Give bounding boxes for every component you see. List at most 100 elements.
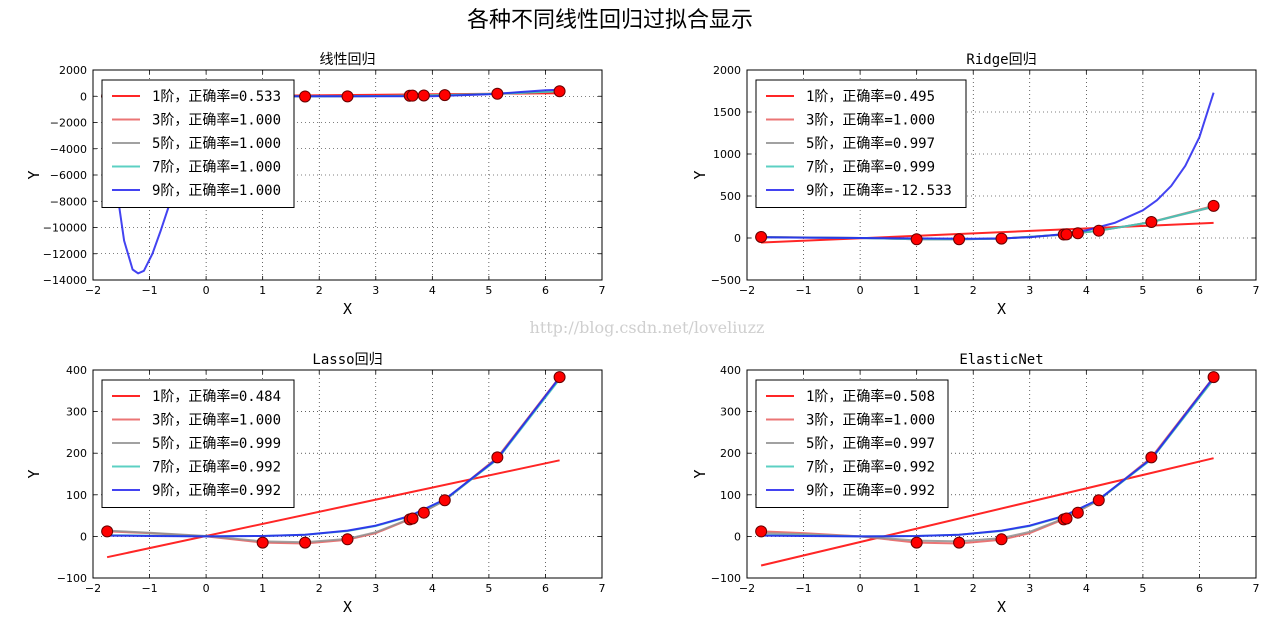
legend-entry: 1阶，正确率=0.484 xyxy=(152,388,281,405)
series-line-deg1 xyxy=(761,221,1214,244)
data-point xyxy=(553,85,566,98)
data-point xyxy=(953,233,966,246)
x-tick-label: 1 xyxy=(259,582,266,595)
figure-suptitle: 各种不同线性回归过拟合显示 xyxy=(467,8,753,33)
data-point xyxy=(438,89,451,102)
y-tick-label: −500 xyxy=(711,274,741,287)
subplot-title: 线性回归 xyxy=(320,51,376,68)
data-point xyxy=(1060,512,1073,525)
data-point xyxy=(1207,199,1220,212)
legend-entry: 9阶，正确率=1.000 xyxy=(152,182,281,199)
x-tick-label: 7 xyxy=(1253,582,1260,595)
series-line-deg9 xyxy=(761,376,1215,538)
data-point xyxy=(910,536,923,549)
data-point xyxy=(417,506,430,519)
legend-entry: 3阶，正确率=1.000 xyxy=(152,112,281,129)
x-tick-label: 7 xyxy=(1253,284,1260,297)
legend-entry: 7阶，正确率=1.000 xyxy=(152,159,281,176)
data-point xyxy=(341,90,354,103)
data-point xyxy=(341,533,354,546)
plot-frame xyxy=(92,69,603,281)
x-tick-label: 4 xyxy=(429,284,436,297)
data-point xyxy=(1071,227,1084,240)
x-tick-label: 2 xyxy=(316,284,323,297)
x-tick-label: −1 xyxy=(141,284,157,297)
data-point xyxy=(553,371,566,384)
data-point xyxy=(1145,451,1158,464)
legend-entry: 3阶，正确率=1.000 xyxy=(152,412,281,429)
y-axis-label: Y xyxy=(25,469,43,478)
subplot-2: −2 −1 0 1 2 3 4 5 6 7 −500 0 500 1000 1500 2000 Ridge回归 X… xyxy=(691,51,1260,318)
subplot-title: Ridge回归 xyxy=(966,51,1036,68)
y-tick-label: 2000 xyxy=(713,64,741,77)
x-tick-label: 4 xyxy=(429,582,436,595)
y-tick-label: 300 xyxy=(66,406,87,419)
x-tick-label: 3 xyxy=(1026,582,1033,595)
y-tick-label: −14000 xyxy=(43,274,87,287)
y-tick-label: −12000 xyxy=(43,248,87,261)
y-tick-label: 100 xyxy=(720,489,741,502)
legend-entry: 7阶，正确率=0.992 xyxy=(152,459,281,476)
x-tick-label: 6 xyxy=(1196,582,1203,595)
data-points xyxy=(755,199,1220,246)
series-line-deg1 xyxy=(106,459,560,559)
x-tick-label: −1 xyxy=(141,582,157,595)
legend-entry: 5阶，正确率=1.000 xyxy=(152,135,281,152)
y-tick-label: 200 xyxy=(720,447,741,460)
data-point xyxy=(491,451,504,464)
data-point xyxy=(101,525,114,538)
y-axis-label: Y xyxy=(25,170,43,179)
y-tick-label: 1000 xyxy=(713,148,741,161)
legend-entry: 7阶，正确率=0.992 xyxy=(806,459,935,476)
y-tick-label: 100 xyxy=(66,489,87,502)
watermark: http://blog.csdn.net/loveliuzz xyxy=(530,318,765,337)
subplot-title: Lasso回归 xyxy=(312,351,382,368)
x-tick-label: −2 xyxy=(739,284,755,297)
x-axis-label: X xyxy=(343,300,352,318)
legend: 1阶，正确率=0.533 3阶，正确率=1.000 5阶，正确率=1.000 7阶，正… xyxy=(101,79,295,208)
data-point xyxy=(1145,216,1158,229)
data-point xyxy=(299,90,312,103)
series-line-deg1 xyxy=(760,457,1214,567)
data-points xyxy=(101,371,566,549)
x-tick-label: −1 xyxy=(795,582,811,595)
x-tick-label: 6 xyxy=(1196,284,1203,297)
y-tick-label: 300 xyxy=(720,406,741,419)
legend-entry: 7阶，正确率=0.999 xyxy=(806,159,935,176)
legend: 1阶，正确率=0.484 3阶，正确率=1.000 5阶，正确率=0.999 7阶，正… xyxy=(101,379,295,508)
y-tick-label: −100 xyxy=(711,572,741,585)
x-axis-label: X xyxy=(997,598,1006,616)
x-tick-label: 2 xyxy=(970,284,977,297)
x-tick-label: 4 xyxy=(1083,582,1090,595)
x-tick-label: 1 xyxy=(913,582,920,595)
y-tick-label: 0 xyxy=(734,530,741,543)
x-tick-label: −2 xyxy=(85,582,101,595)
legend-entry: 9阶，正确率=-12.533 xyxy=(806,182,952,199)
subplot-4: −2 −1 0 1 2 3 4 5 6 7 −100 0 100 200 300 400 ElasticNet X… xyxy=(691,352,1260,616)
y-tick-label: 0 xyxy=(80,530,87,543)
x-tick-label: 5 xyxy=(1139,582,1146,595)
y-tick-label: 200 xyxy=(66,447,87,460)
x-tick-label: 3 xyxy=(1026,284,1033,297)
y-tick-label: 2000 xyxy=(59,64,87,77)
legend-entry: 9阶，正确率=0.992 xyxy=(152,482,281,499)
x-tick-label: 0 xyxy=(203,582,210,595)
y-tick-label: −6000 xyxy=(50,169,87,182)
data-point xyxy=(953,536,966,549)
plot-frame xyxy=(92,369,603,579)
data-points xyxy=(755,371,1220,549)
y-tick-label: 0 xyxy=(734,232,741,245)
y-tick-label: −100 xyxy=(57,572,87,585)
data-point xyxy=(1071,506,1084,519)
legend-entry: 5阶，正确率=0.999 xyxy=(152,435,281,452)
data-point xyxy=(1207,371,1220,384)
y-tick-label: 1500 xyxy=(713,106,741,119)
data-point xyxy=(417,89,430,102)
x-axis-label: X xyxy=(343,598,352,616)
data-point xyxy=(755,525,768,538)
data-point xyxy=(995,533,1008,546)
legend-entry: 3阶，正确率=1.000 xyxy=(806,112,935,129)
legend-entry: 1阶，正确率=0.508 xyxy=(806,388,935,405)
y-tick-label: −8000 xyxy=(50,195,87,208)
data-point xyxy=(1092,494,1105,507)
